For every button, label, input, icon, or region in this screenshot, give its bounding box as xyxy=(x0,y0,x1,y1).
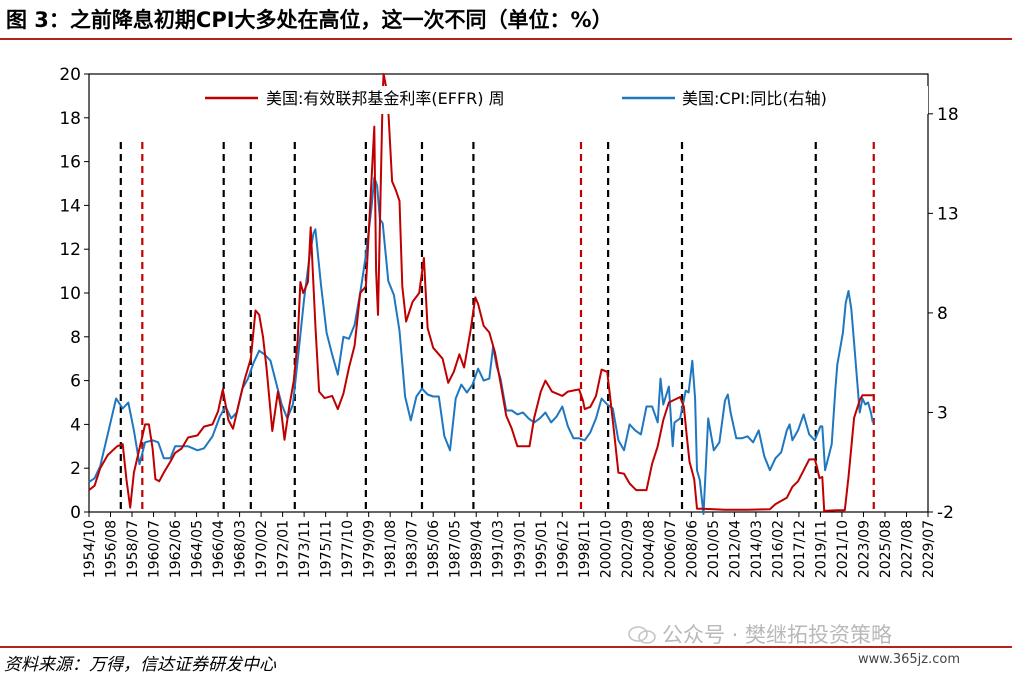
x-tick-label: 2029/07 xyxy=(921,520,937,578)
rate-cut-markers xyxy=(119,142,875,512)
x-tick-label: 1970/02 xyxy=(254,520,270,578)
x-tick-label: 2014/03 xyxy=(749,520,765,578)
x-tick-label: 1981/08 xyxy=(383,520,399,578)
y-left-tick-label: 18 xyxy=(59,109,81,129)
x-tick-label: 1975/11 xyxy=(319,520,335,578)
line-chart: 0 2 4 6 8 10 12 14 16 18 20 -2 3 8 13 18 1954/10 1956/08 1… xyxy=(59,65,958,578)
x-tick-label: 1995/01 xyxy=(534,520,550,578)
x-tick-label: 1985/06 xyxy=(426,520,442,578)
x-tick-label: 2002/09 xyxy=(620,520,636,578)
wechat-icon xyxy=(628,626,656,644)
x-tick-label: 1983/07 xyxy=(405,520,421,578)
x-tick-label: 1972/01 xyxy=(276,520,292,578)
y-right-tick-label: 13 xyxy=(937,204,959,224)
watermark: 公众号 · 樊继拓投资策略 xyxy=(628,619,892,649)
plot-frame xyxy=(88,73,929,513)
chart-axes: 0 2 4 6 8 10 12 14 16 18 20 -2 3 8 13 18 1954/10 1956/08 1… xyxy=(59,65,958,578)
y-left-tick-label: 0 xyxy=(70,503,81,523)
chart-legend: 美国:有效联邦基金利率(EFFR) 周 美国:CPI:同比(右轴) xyxy=(205,86,928,114)
x-tick-label: 1954/10 xyxy=(82,520,98,578)
watermark-text: 公众号 · 樊继拓投资策略 xyxy=(662,623,893,647)
x-tick-label: 1973/11 xyxy=(297,520,313,578)
x-tick-label: 2027/08 xyxy=(899,520,915,578)
y-right-tick-label: 18 xyxy=(937,105,959,125)
x-tick-label: 2010/05 xyxy=(706,520,722,578)
x-tick-label: 2023/09 xyxy=(856,520,872,578)
title-divider xyxy=(0,38,1012,40)
effr-series-line xyxy=(88,73,873,512)
y-left-tick-label: 8 xyxy=(70,328,81,348)
x-tick-label: 1958/07 xyxy=(125,520,141,578)
x-tick-label: 1996/12 xyxy=(555,520,571,578)
cpi-series-line xyxy=(88,176,874,515)
footer-divider xyxy=(0,646,1012,648)
y-left-tick-label: 4 xyxy=(70,415,81,435)
y-right-tick-label: 8 xyxy=(937,304,948,324)
legend-label-cpi: 美国:CPI:同比(右轴) xyxy=(682,89,827,108)
y-left-tick-label: 2 xyxy=(70,459,81,479)
x-tick-label: 1966/04 xyxy=(211,520,227,578)
x-tick-label: 2025/08 xyxy=(878,520,894,578)
x-tick-label: 1977/10 xyxy=(340,520,356,578)
legend-background xyxy=(268,86,928,114)
series-lines xyxy=(88,73,874,515)
site-url: www.365jz.com xyxy=(858,652,960,667)
y-left-tick-label: 16 xyxy=(59,153,81,173)
x-tick-label: 2008/06 xyxy=(684,520,700,578)
x-tick-label: 1960/07 xyxy=(147,520,163,578)
y-left-tick-label: 6 xyxy=(70,372,81,392)
legend-label-effr: 美国:有效联邦基金利率(EFFR) 周 xyxy=(266,89,505,108)
x-tick-label: 2017/12 xyxy=(792,520,808,578)
y-left-tick-label: 12 xyxy=(59,240,81,260)
x-tick-label: 1979/09 xyxy=(362,520,378,578)
x-tick-label: 1962/06 xyxy=(168,520,184,578)
x-tick-label: 1991/03 xyxy=(491,520,507,578)
y-left-tick-label: 14 xyxy=(59,196,81,216)
y-right-tick-label: -2 xyxy=(937,503,954,523)
x-tick-label: 1968/03 xyxy=(233,520,249,578)
x-tick-label: 1956/08 xyxy=(104,520,120,578)
x-tick-label: 2004/08 xyxy=(641,520,657,578)
x-tick-label: 2000/10 xyxy=(598,520,614,578)
x-tick-label: 2021/10 xyxy=(835,520,851,578)
x-tick-label: 2019/11 xyxy=(813,520,829,578)
chart-title: 图 3：之前降息初期CPI大多处在高位，这一次不同（单位：%） xyxy=(6,8,613,32)
y-left-tick-label: 20 xyxy=(59,65,81,85)
y-left-tick-label: 10 xyxy=(59,284,81,304)
x-tick-label: 2012/04 xyxy=(727,520,743,578)
x-tick-label: 2006/07 xyxy=(663,520,679,578)
x-tick-label: 1964/05 xyxy=(190,520,206,578)
x-tick-label: 2016/02 xyxy=(770,520,786,578)
x-tick-label: 1998/11 xyxy=(577,520,593,578)
x-tick-label: 1987/05 xyxy=(448,520,464,578)
source-note: 资料来源：万得，信达证券研发中心 xyxy=(4,655,276,675)
x-tick-label: 1989/04 xyxy=(469,520,485,578)
x-tick-label: 1993/01 xyxy=(512,520,528,578)
y-right-tick-label: 3 xyxy=(937,403,948,423)
